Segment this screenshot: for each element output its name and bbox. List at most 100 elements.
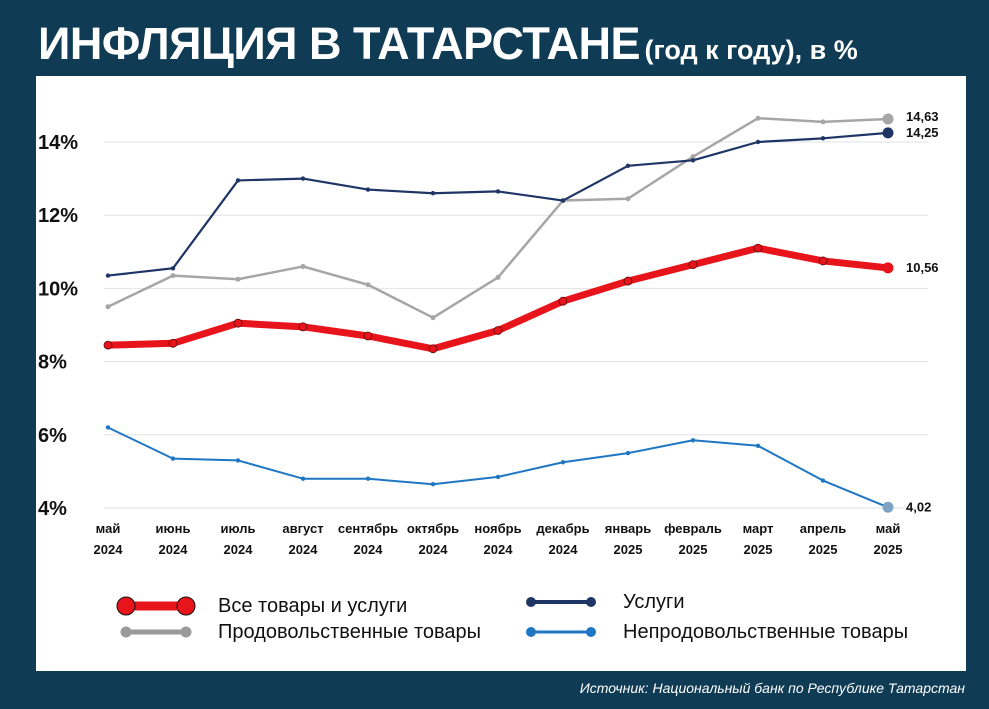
x-tick-year-2: 2024	[224, 542, 254, 557]
legend-swatch-all	[116, 596, 196, 616]
y-tick-label-6: 6%	[38, 425, 67, 447]
x-tick-month-5: октябрь	[407, 521, 459, 536]
point-services-0	[105, 273, 111, 278]
point-services-9	[690, 158, 696, 163]
point-all-1	[168, 338, 178, 348]
point-nonfood-9	[690, 438, 696, 443]
point-all-4	[363, 331, 373, 341]
point-all-3	[298, 322, 308, 332]
point-services-3	[300, 176, 306, 181]
title-main: ИНФЛЯЦИЯ В ТАТАРСТАНЕ	[38, 18, 641, 69]
point-services-6	[495, 189, 501, 194]
y-tick-label-14: 14%	[38, 132, 78, 154]
source-note: Источник: Национальный банк по Республик…	[579, 680, 965, 696]
point-all-2	[233, 318, 243, 328]
y-tick-label-8: 8%	[38, 352, 67, 374]
point-all-8	[623, 276, 633, 286]
x-tick-year-1: 2024	[159, 542, 189, 557]
point-services-11	[820, 136, 826, 141]
point-nonfood-10	[755, 443, 761, 448]
end-point-nonfood	[882, 501, 894, 513]
x-tick-year-6: 2024	[484, 542, 514, 557]
line-chart: 4% 6% 8% 10% 12% 14% май 2024 июнь 2024 июль 2024 ав…	[38, 109, 939, 557]
title-subtitle: (год к году), в %	[644, 35, 858, 65]
series-line-food	[106, 116, 890, 319]
point-services-2	[235, 178, 241, 183]
x-tick-month-3: август	[282, 521, 323, 536]
series-line-nonfood	[107, 426, 889, 509]
point-all-0	[103, 340, 113, 350]
point-food-6	[495, 274, 501, 280]
point-all-6	[493, 326, 503, 335]
x-tick-year-11: 2025	[809, 542, 838, 557]
point-all-9	[688, 260, 698, 270]
point-food-3	[300, 263, 306, 269]
x-tick-year-0: 2024	[94, 542, 124, 557]
point-all-10	[753, 243, 763, 253]
x-tick-year-12: 2025	[874, 542, 903, 557]
x-tick-month-4: сентябрь	[338, 521, 398, 536]
legend-label-all: Все товары и услуги	[218, 594, 408, 617]
y-tick-label-10: 10%	[38, 278, 78, 300]
end-label-services: 14,25	[906, 125, 939, 140]
point-nonfood-2	[235, 458, 241, 463]
legend-label-nonfood: Непродовольственные товары	[623, 620, 909, 643]
point-services-8	[625, 163, 631, 168]
y-tick-label-12: 12%	[38, 205, 78, 227]
end-label-food: 14,63	[906, 109, 939, 124]
legend-item-nonfood: Непродовольственные товары	[521, 620, 908, 644]
end-label-all: 10,56	[906, 260, 939, 275]
legend-swatch-nonfood	[526, 627, 596, 637]
x-tick-year-10: 2025	[744, 542, 773, 557]
point-services-7	[560, 198, 566, 203]
chart-panel: 4% 6% 8% 10% 12% 14% май 2024 июнь 2024 июль 2024 ав…	[36, 76, 966, 671]
x-tick-month-12: май	[876, 521, 901, 536]
x-tick-month-11: апрель	[800, 521, 847, 536]
x-tick-month-7: декабрь	[536, 521, 589, 536]
point-nonfood-8	[625, 450, 631, 456]
x-tick-year-9: 2025	[679, 542, 708, 557]
x-tick-month-9: февраль	[664, 521, 722, 536]
point-nonfood-4	[365, 476, 371, 481]
point-nonfood-3	[300, 476, 306, 481]
x-tick-year-5: 2024	[419, 542, 449, 557]
x-tick-month-1: июнь	[156, 521, 191, 536]
point-food-11	[820, 119, 826, 125]
point-food-5	[430, 315, 436, 321]
legend-item-all: Все товары и услуги	[116, 594, 407, 618]
point-food-2	[235, 276, 241, 282]
point-food-4	[365, 282, 371, 288]
point-food-1	[170, 273, 176, 279]
chart-title: ИНФЛЯЦИЯ В ТАТАРСТАНЕ (год к году), в %	[38, 18, 858, 70]
y-tick-label-4: 4%	[38, 498, 67, 520]
point-nonfood-11	[820, 478, 826, 483]
x-tick-year-3: 2024	[289, 542, 319, 557]
x-tick-month-2: июль	[220, 521, 255, 536]
end-point-food	[882, 113, 894, 125]
point-nonfood-1	[170, 456, 176, 461]
point-all-7	[558, 296, 568, 306]
point-nonfood-6	[495, 474, 501, 480]
x-tick-month-10: март	[743, 521, 774, 536]
point-services-1	[170, 266, 176, 271]
legend-label-services: Услуги	[623, 590, 685, 613]
point-all-5	[428, 344, 438, 354]
point-services-10	[755, 139, 761, 145]
point-nonfood-7	[560, 460, 566, 465]
point-food-8	[625, 196, 631, 202]
x-tick-year-4: 2024	[354, 542, 384, 557]
legend-swatch-services	[526, 597, 596, 607]
point-nonfood-0	[105, 425, 111, 430]
point-food-9	[690, 154, 696, 160]
legend-item-food: Продовольственные товары	[116, 620, 481, 644]
end-point-services	[882, 127, 894, 139]
legend-swatch-food	[120, 626, 192, 638]
point-food-0	[105, 304, 111, 310]
point-services-4	[365, 187, 371, 192]
point-services-5	[430, 191, 436, 196]
end-label-nonfood: 4,02	[906, 499, 931, 514]
x-tick-month-6: ноябрь	[474, 521, 521, 536]
x-tick-month-8: январь	[605, 521, 651, 536]
legend-item-services: Услуги	[521, 590, 685, 614]
x-tick-year-8: 2025	[614, 542, 643, 557]
